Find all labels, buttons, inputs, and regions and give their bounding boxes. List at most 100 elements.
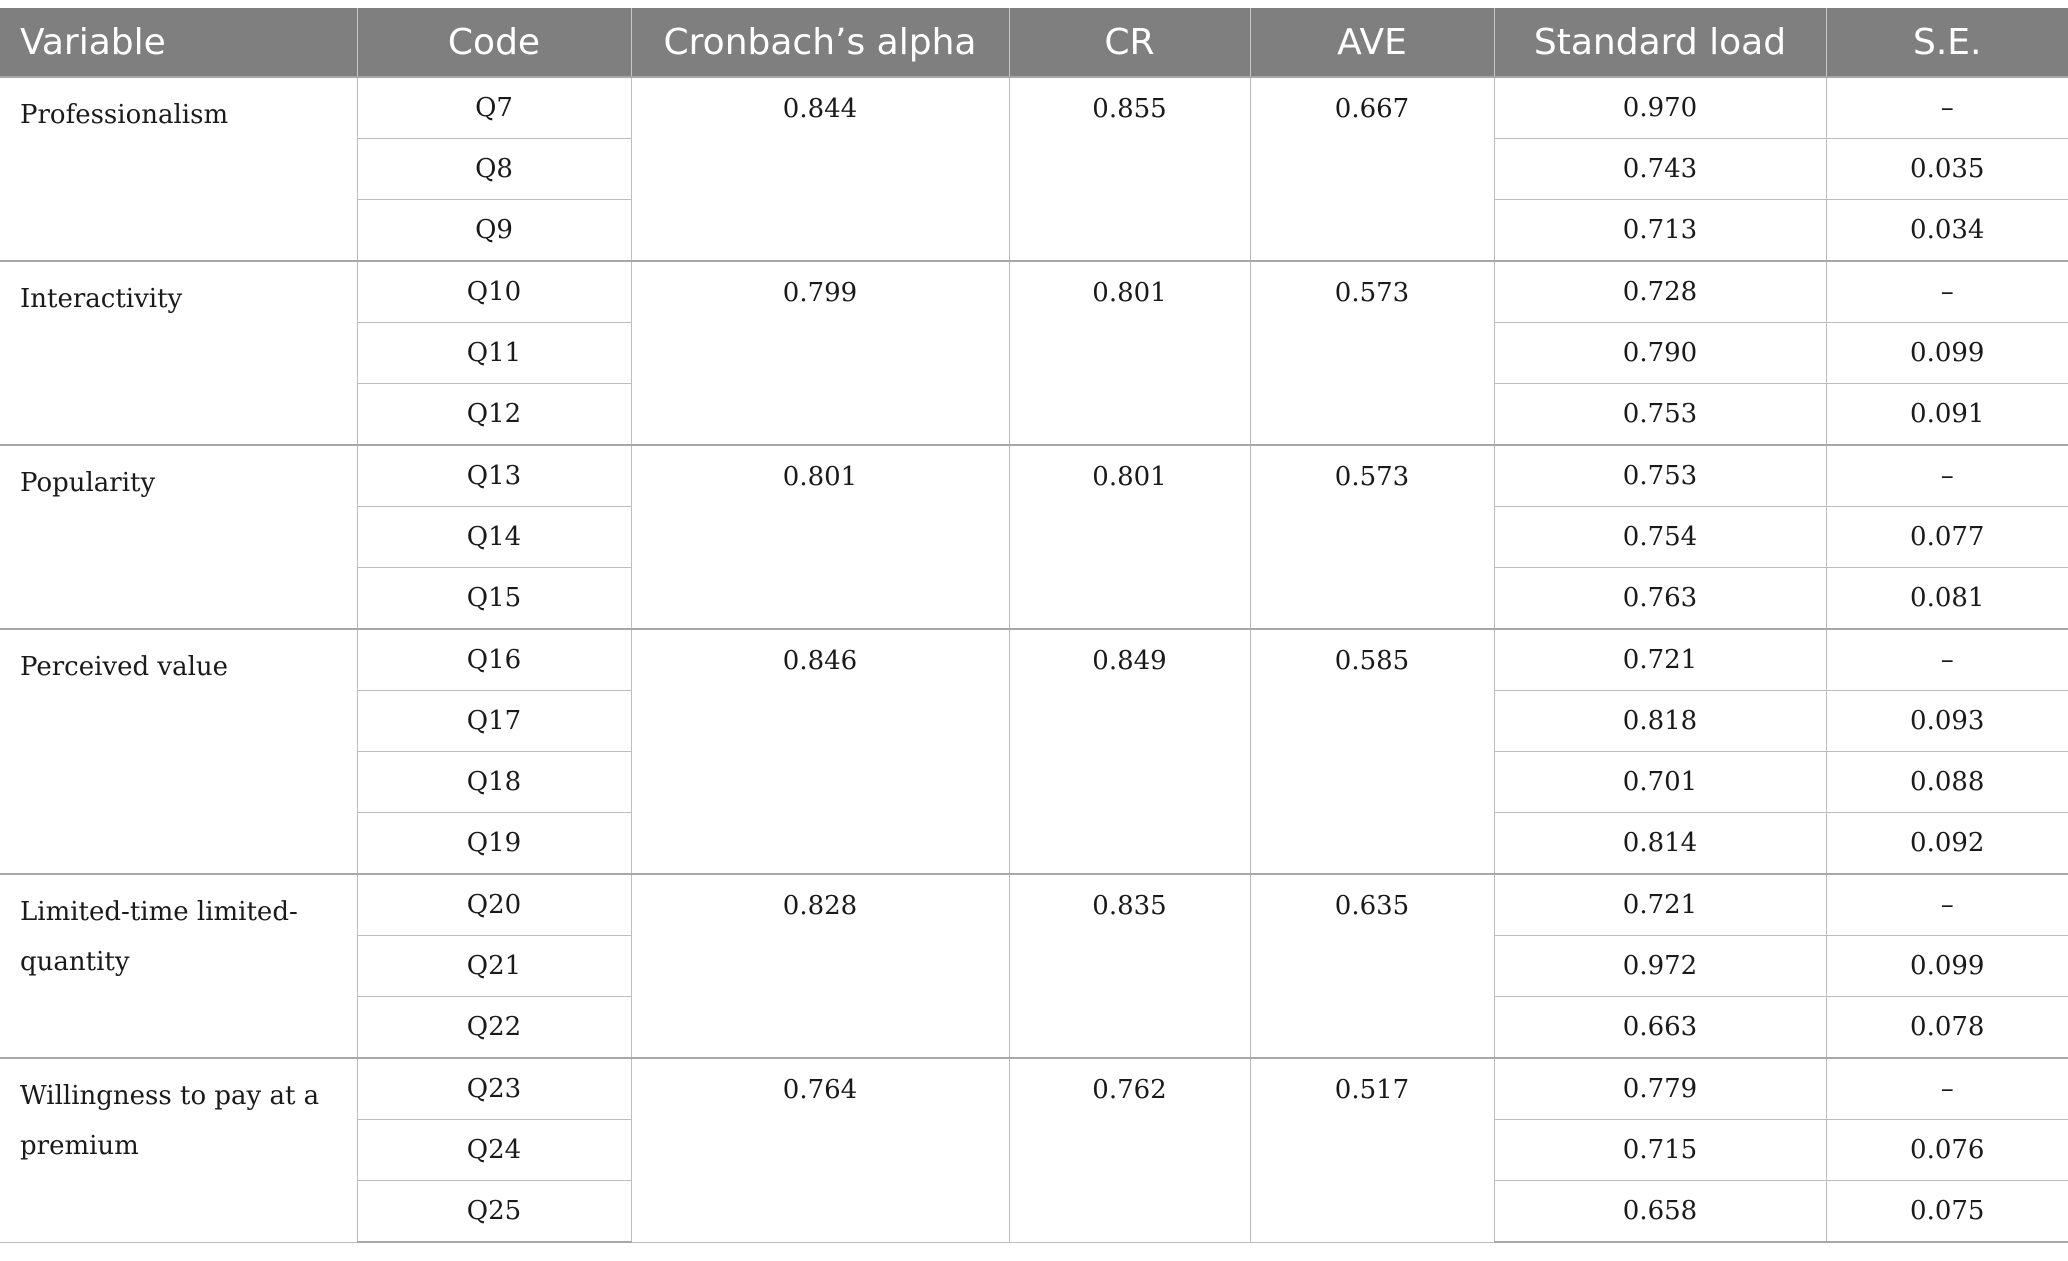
se-cell: –	[1825, 260, 2068, 323]
cr-cell: 0.855	[1008, 76, 1251, 262]
code-cell: Q22	[356, 996, 632, 1059]
se-cell: 0.075	[1825, 1180, 2068, 1243]
cr-cell: 0.801	[1008, 444, 1251, 630]
ave-cell: 0.573	[1249, 260, 1495, 446]
table-row: Perceived value Q16 0.846 0.849 0.585 0.…	[0, 628, 2068, 875]
se-cell: 0.093	[1825, 690, 2068, 752]
ave-cell: 0.635	[1249, 873, 1495, 1059]
load-cell: 0.658	[1493, 1180, 1827, 1243]
se-cell: 0.078	[1825, 996, 2068, 1059]
load-cell: 0.779	[1493, 1057, 1827, 1120]
ave-cell: 0.573	[1249, 444, 1495, 630]
se-cell: 0.099	[1825, 935, 2068, 997]
load-cell: 0.721	[1493, 628, 1827, 691]
table-row: Professionalism Q7 0.844 0.855 0.667 0.9…	[0, 76, 2068, 262]
code-cell: Q21	[356, 935, 632, 997]
code-cell: Q25	[356, 1180, 632, 1243]
code-cell: Q9	[356, 199, 632, 262]
code-cell: Q10	[356, 260, 632, 323]
table-row: Q24 0.715 0.076	[0, 1119, 2068, 1181]
table-row: Q19 0.814 0.092	[0, 812, 2068, 875]
se-cell: 0.076	[1825, 1119, 2068, 1181]
se-cell: 0.081	[1825, 567, 2068, 630]
load-cell: 0.715	[1493, 1119, 1827, 1181]
code-cell: Q20	[356, 873, 632, 936]
ave-cell: 0.585	[1249, 628, 1495, 875]
load-cell: 0.713	[1493, 199, 1827, 262]
alpha-cell: 0.799	[630, 260, 1010, 446]
se-cell: –	[1825, 873, 2068, 936]
variable-cell: Interactivity	[0, 260, 358, 446]
table-row: Q22 0.663 0.078	[0, 996, 2068, 1059]
table-row: Popularity Q13 0.801 0.801 0.573 0.753 –	[0, 444, 2068, 630]
alpha-cell: 0.764	[630, 1057, 1010, 1243]
cr-cell: 0.762	[1008, 1057, 1251, 1243]
se-cell: –	[1825, 628, 2068, 691]
code-cell: Q13	[356, 444, 632, 507]
se-cell: 0.035	[1825, 138, 2068, 200]
load-cell: 0.721	[1493, 873, 1827, 936]
code-cell: Q11	[356, 322, 632, 384]
load-cell: 0.753	[1493, 383, 1827, 446]
code-cell: Q7	[356, 76, 632, 139]
load-cell: 0.743	[1493, 138, 1827, 200]
se-cell: 0.088	[1825, 751, 2068, 813]
code-cell: Q19	[356, 812, 632, 875]
table-row: Q25 0.658 0.075	[0, 1180, 2068, 1243]
variable-cell: Willingness to pay at a premium	[0, 1057, 358, 1243]
alpha-cell: 0.844	[630, 76, 1010, 262]
table-row: Q11 0.790 0.099	[0, 322, 2068, 384]
table-row: Interactivity Q10 0.799 0.801 0.573 0.72…	[0, 260, 2068, 446]
header-cronbach-alpha: Cronbach’s alpha	[630, 8, 1009, 78]
code-cell: Q16	[356, 628, 632, 691]
load-cell: 0.970	[1493, 76, 1827, 139]
load-cell: 0.728	[1493, 260, 1827, 323]
load-cell: 0.814	[1493, 812, 1827, 875]
variable-cell: Professionalism	[0, 76, 358, 262]
variable-cell: Popularity	[0, 444, 358, 630]
se-cell: 0.099	[1825, 322, 2068, 384]
load-cell: 0.754	[1493, 506, 1827, 568]
code-cell: Q8	[356, 138, 632, 200]
reliability-table: Variable Code Cronbach’s alpha CR AVE St…	[0, 8, 2068, 1243]
table-row: Q21 0.972 0.099	[0, 935, 2068, 997]
alpha-cell: 0.846	[630, 628, 1010, 875]
alpha-cell: 0.801	[630, 444, 1010, 630]
header-se: S.E.	[1825, 8, 2068, 78]
ave-cell: 0.667	[1249, 76, 1495, 262]
table-row: Q15 0.763 0.081	[0, 567, 2068, 630]
code-cell: Q15	[356, 567, 632, 630]
variable-cell: Limited-time limited-quantity	[0, 873, 358, 1059]
se-cell: 0.092	[1825, 812, 2068, 875]
alpha-cell: 0.828	[630, 873, 1010, 1059]
load-cell: 0.790	[1493, 322, 1827, 384]
se-cell: 0.034	[1825, 199, 2068, 262]
table-row: Willingness to pay at a premium Q23 0.76…	[0, 1057, 2068, 1243]
cr-cell: 0.835	[1008, 873, 1251, 1059]
se-cell: –	[1825, 76, 2068, 139]
cr-cell: 0.801	[1008, 260, 1251, 446]
ave-cell: 0.517	[1249, 1057, 1495, 1243]
table-row: Limited-time limited-quantity Q20 0.828 …	[0, 873, 2068, 1059]
load-cell: 0.701	[1493, 751, 1827, 813]
variable-cell: Perceived value	[0, 628, 358, 875]
header-code: Code	[356, 8, 631, 78]
header-cr: CR	[1008, 8, 1250, 78]
se-cell: 0.091	[1825, 383, 2068, 446]
code-cell: Q18	[356, 751, 632, 813]
table-row: Q12 0.753 0.091	[0, 383, 2068, 446]
code-cell: Q12	[356, 383, 632, 446]
table-header: Variable Code Cronbach’s alpha CR AVE St…	[0, 8, 2068, 78]
load-cell: 0.763	[1493, 567, 1827, 630]
header-variable: Variable	[0, 8, 357, 78]
header-row: Variable Code Cronbach’s alpha CR AVE St…	[0, 8, 2068, 78]
load-cell: 0.972	[1493, 935, 1827, 997]
header-standard-load: Standard load	[1493, 8, 1826, 78]
table-row: Q18 0.701 0.088	[0, 751, 2068, 813]
code-cell: Q14	[356, 506, 632, 568]
table-row: Q9 0.713 0.034	[0, 199, 2068, 262]
se-cell: –	[1825, 444, 2068, 507]
table-row: Q14 0.754 0.077	[0, 506, 2068, 568]
table-row: Q17 0.818 0.093	[0, 690, 2068, 752]
load-cell: 0.818	[1493, 690, 1827, 752]
